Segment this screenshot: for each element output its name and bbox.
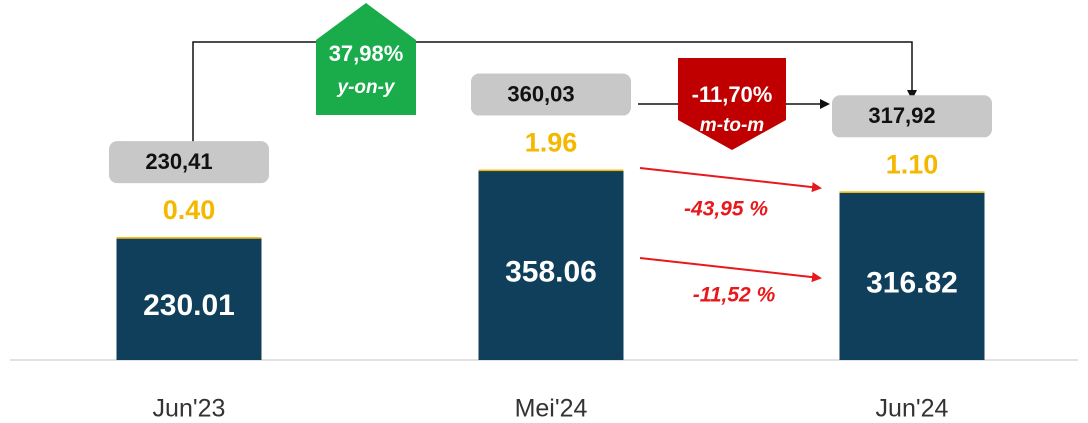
bar-segment [116,237,262,239]
change-arrow [639,167,822,193]
change-label: -43,95 % [684,198,768,221]
yoy-connector [192,41,917,143]
bar-segment [478,171,624,360]
yoy-badge [316,3,416,115]
total-box [109,141,269,184]
mtm-badge [678,58,786,150]
mtm-value: -11,70% [692,82,773,107]
change-arrow [639,257,822,283]
bar-segment [839,192,985,360]
segment-label: 1.10 [886,149,939,179]
segment-label: 0.40 [163,195,216,225]
total-box [832,95,992,138]
bar-segment [839,191,985,193]
x-tick-label: Jun'23 [153,395,226,423]
bar-label: 230.01 [143,289,235,322]
bar-segment [116,238,262,360]
mtm-label: m-to-m [700,115,764,136]
bar-label: 316.82 [866,266,958,299]
total-label: 317,92 [868,103,935,128]
segment-label: 1.96 [525,128,578,158]
total-label: 230,41 [145,149,212,174]
yoy-value: 37,98% [329,41,404,66]
total-label: 360,03 [507,81,574,106]
total-box [471,73,631,116]
x-tick-label: Mei'24 [515,395,588,423]
yoy-label: y-on-y [337,77,396,98]
change-label: -11,52 % [693,284,776,307]
x-tick-label: Jun'24 [876,395,949,423]
bar-label: 358.06 [505,255,597,288]
bar-segment [478,169,624,172]
